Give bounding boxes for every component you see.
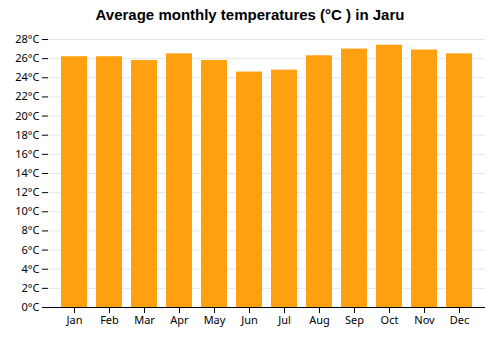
svg-text:26°C: 26°C [15, 50, 39, 65]
svg-text:2°C: 2°C [22, 280, 40, 295]
svg-text:Dec: Dec [450, 312, 470, 327]
svg-text:Sep: Sep [345, 312, 364, 327]
svg-text:Oct: Oct [381, 312, 399, 327]
svg-text:Nov: Nov [414, 312, 435, 327]
html-text:Average monthly temperatures (: Average monthly temperatures (°C ) in Ja… [95, 6, 405, 23]
svg-text:Mar: Mar [134, 312, 155, 327]
svg-text:0°C: 0°C [22, 299, 40, 314]
svg-text:14°C: 14°C [15, 165, 39, 180]
svg-text:18°C: 18°C [15, 127, 39, 142]
svg-text:16°C: 16°C [15, 146, 39, 161]
svg-text:8°C: 8°C [22, 222, 40, 237]
svg-text:4°C: 4°C [22, 261, 40, 276]
svg-text:10°C: 10°C [15, 203, 39, 218]
svg-text:Feb: Feb [100, 312, 119, 327]
svg-text:20°C: 20°C [15, 108, 39, 123]
svg-text:Jan: Jan [66, 312, 83, 327]
svg-text:6°C: 6°C [22, 242, 40, 257]
svg-text:22°C: 22°C [15, 88, 39, 103]
svg-text:12°C: 12°C [15, 184, 39, 199]
svg-text:May: May [204, 312, 226, 327]
svg-text:24°C: 24°C [15, 69, 39, 84]
svg-text:Aug: Aug [309, 312, 330, 327]
svg-text:28°C: 28°C [15, 31, 39, 46]
svg-text:Jul: Jul [277, 312, 291, 327]
svg-text:Apr: Apr [170, 312, 189, 327]
svg-text:Jun: Jun [240, 312, 258, 327]
